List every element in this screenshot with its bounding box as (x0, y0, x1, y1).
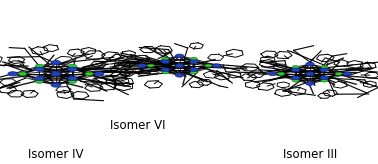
Circle shape (268, 72, 277, 76)
Circle shape (343, 72, 352, 76)
Circle shape (190, 60, 198, 63)
Circle shape (213, 64, 221, 67)
Text: Isomer VI: Isomer VI (110, 119, 166, 132)
Circle shape (8, 72, 17, 76)
Circle shape (321, 79, 328, 82)
Circle shape (35, 76, 44, 81)
Circle shape (138, 64, 146, 67)
Circle shape (68, 76, 77, 81)
Circle shape (51, 72, 61, 76)
Circle shape (306, 82, 314, 85)
Circle shape (162, 57, 169, 60)
Circle shape (147, 64, 154, 67)
Circle shape (35, 64, 43, 68)
Circle shape (51, 61, 61, 65)
Circle shape (68, 67, 77, 71)
Circle shape (51, 83, 61, 87)
Circle shape (205, 64, 212, 67)
Circle shape (162, 71, 169, 74)
Circle shape (190, 68, 198, 71)
Circle shape (306, 62, 314, 66)
Circle shape (19, 72, 27, 76)
Circle shape (35, 80, 43, 83)
Circle shape (278, 72, 285, 75)
Circle shape (175, 64, 184, 67)
Circle shape (191, 57, 197, 60)
Circle shape (161, 60, 169, 63)
Text: Isomer III: Isomer III (283, 148, 337, 162)
Circle shape (68, 64, 77, 68)
Circle shape (94, 72, 104, 76)
Circle shape (85, 72, 93, 76)
Circle shape (175, 73, 184, 77)
Circle shape (292, 79, 299, 82)
Circle shape (321, 66, 328, 69)
Circle shape (320, 76, 328, 80)
Circle shape (335, 72, 342, 75)
Circle shape (161, 68, 169, 71)
Circle shape (291, 76, 300, 80)
Circle shape (320, 68, 328, 72)
Circle shape (306, 72, 314, 76)
Circle shape (291, 68, 300, 72)
Circle shape (35, 67, 44, 71)
Circle shape (175, 54, 184, 58)
Circle shape (68, 80, 77, 83)
Text: Isomer IV: Isomer IV (28, 148, 84, 162)
Circle shape (191, 71, 197, 74)
Circle shape (292, 66, 299, 69)
